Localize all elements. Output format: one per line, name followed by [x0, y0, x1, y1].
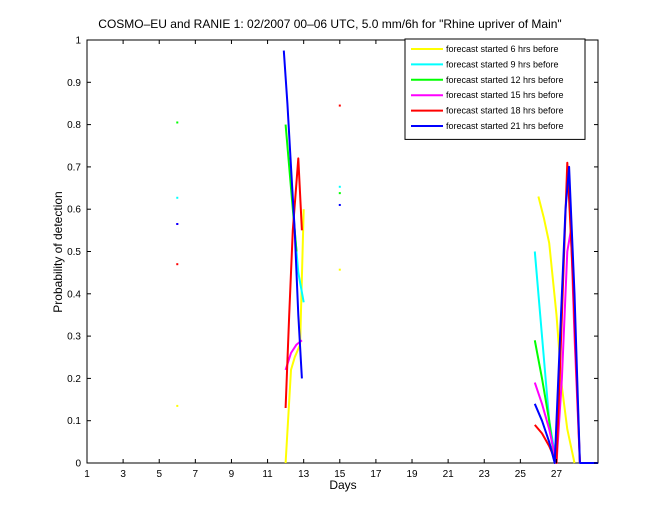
legend: forecast started 6 hrs before forecast st…	[404, 38, 586, 140]
series-5-line-1	[284, 157, 303, 409]
legend-entry-label: forecast started 12 hrs before	[446, 75, 564, 85]
chart-title: COSMO–EU and RANIE 1: 02/2007 00–06 UTC,…	[98, 17, 561, 31]
y-tick-label: 0	[75, 459, 81, 470]
series-layer	[176, 50, 598, 464]
series-2-point-1	[176, 196, 179, 199]
series-6-line-2	[533, 165, 598, 464]
series-6-point-1	[176, 223, 179, 226]
series-1-line-1	[284, 209, 305, 464]
legend-box	[404, 38, 586, 140]
series-3-point-1	[176, 121, 179, 124]
series-1-point-2	[338, 268, 341, 271]
x-tick-label: 5	[156, 469, 162, 480]
x-tick-label: 3	[120, 469, 126, 480]
x-tick-label: 1	[84, 469, 90, 480]
legend-entry-label: forecast started 18 hrs before	[446, 106, 564, 116]
series-5-point-2	[338, 104, 341, 107]
y-tick-label: 0.4	[67, 289, 81, 300]
series-2-point-2	[338, 185, 341, 188]
x-tick-label: 9	[229, 469, 235, 480]
x-tick-label: 15	[334, 469, 346, 480]
x-tick-label: 17	[370, 469, 382, 480]
x-tick-label: 25	[515, 469, 527, 480]
legend-entry-label: forecast started 9 hrs before	[446, 59, 559, 69]
x-tick-label: 23	[479, 469, 491, 480]
x-tick-label: 27	[551, 469, 563, 480]
y-axis-label: Probability of detection	[51, 191, 65, 312]
x-tick-label: 7	[193, 469, 199, 480]
y-tick-label: 0.8	[67, 120, 81, 131]
series-5-point-1	[176, 263, 179, 266]
series-3-point-2	[338, 192, 341, 195]
x-axis-label: Days	[329, 478, 356, 492]
legend-entry-label: forecast started 6 hrs before	[446, 44, 559, 54]
y-tick-label: 0.6	[67, 205, 81, 216]
series-6-line-1	[282, 50, 303, 379]
y-tick-label: 0.3	[67, 332, 81, 343]
y-tick-label: 0.5	[67, 247, 81, 258]
series-6-point-2	[338, 203, 341, 206]
legend-entry-label: forecast started 15 hrs before	[446, 90, 564, 100]
legend-entry-label: forecast started 21 hrs before	[446, 121, 564, 131]
x-tick-label: 21	[443, 469, 455, 480]
x-tick-label: 13	[298, 469, 310, 480]
series-5-line-2	[534, 161, 581, 464]
x-tick-label: 11	[262, 469, 273, 480]
series-1-point-1	[176, 404, 179, 407]
y-tick-label: 0.1	[67, 416, 81, 427]
y-tick-label: 0.9	[67, 78, 81, 89]
axes-layer: 1 3 5 7 9 11 13 15 17 19 21 23 25 2700.10.20.30.40.50…	[67, 36, 598, 480]
x-tick-label: 19	[406, 469, 418, 480]
y-tick-label: 0.7	[67, 162, 81, 173]
y-tick-label: 0.2	[67, 374, 81, 385]
series-1-line-2	[537, 196, 576, 464]
y-tick-label: 1	[75, 36, 81, 47]
